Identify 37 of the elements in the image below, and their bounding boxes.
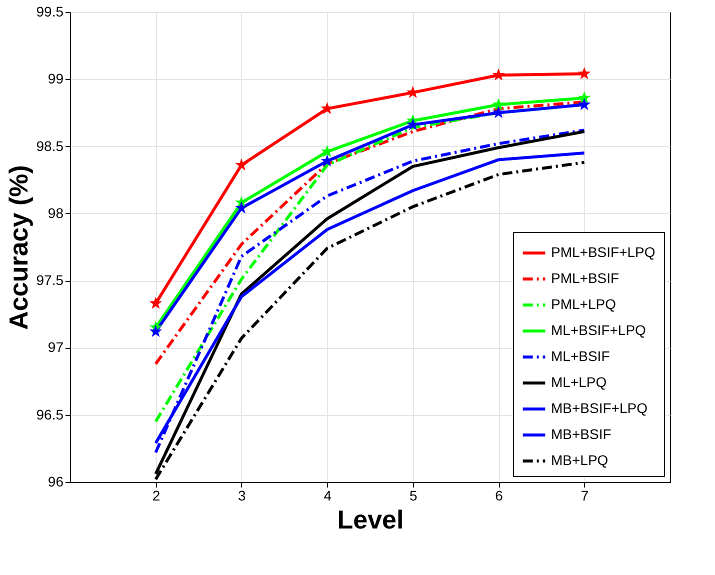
legend-label: ML+BSIF	[551, 348, 610, 364]
y-tick-label: 97	[48, 339, 64, 356]
point	[492, 106, 505, 118]
point	[235, 158, 248, 171]
legend-label: PML+LPQ	[551, 296, 616, 312]
y-tick-label: 99.5	[36, 4, 64, 20]
point	[149, 324, 162, 338]
y-axis-title: Accuracy (%)	[3, 165, 34, 330]
legend-label: MB+BSIF+LPQ	[551, 400, 648, 416]
x-axis-title: Level	[337, 504, 404, 534]
x-tick-label: 4	[324, 488, 332, 504]
y-tick-label: 97.5	[36, 272, 64, 288]
point	[492, 98, 505, 110]
point	[492, 68, 505, 81]
y-tick-label: 96	[48, 474, 64, 490]
x-tick-label: 2	[152, 488, 160, 504]
legend-label: MB+LPQ	[551, 452, 608, 468]
legend-label: MB+BSIF	[551, 426, 612, 442]
y-tick-label: 99	[48, 70, 64, 87]
x-tick-label: 6	[495, 488, 504, 504]
point	[578, 91, 591, 104]
point	[578, 98, 591, 110]
legend-label: ML+BSIF+LPQ	[551, 322, 646, 338]
x-tick-label: 5	[409, 488, 418, 504]
point	[578, 67, 591, 80]
x-tick-label: 7	[580, 488, 589, 504]
legend-label: PML+BSIF	[551, 270, 620, 286]
point	[406, 118, 420, 130]
point	[235, 201, 248, 214]
y-tick-label: 98.5	[36, 138, 64, 154]
legend-label: ML+LPQ	[551, 374, 607, 390]
point	[149, 296, 162, 309]
point	[406, 86, 420, 98]
x-tick-label: 3	[238, 488, 246, 504]
legend-label: PML+BSIF+LPQ	[551, 244, 656, 260]
y-tick-label: 98	[48, 204, 64, 221]
y-tick-label: 96.5	[36, 406, 64, 422]
